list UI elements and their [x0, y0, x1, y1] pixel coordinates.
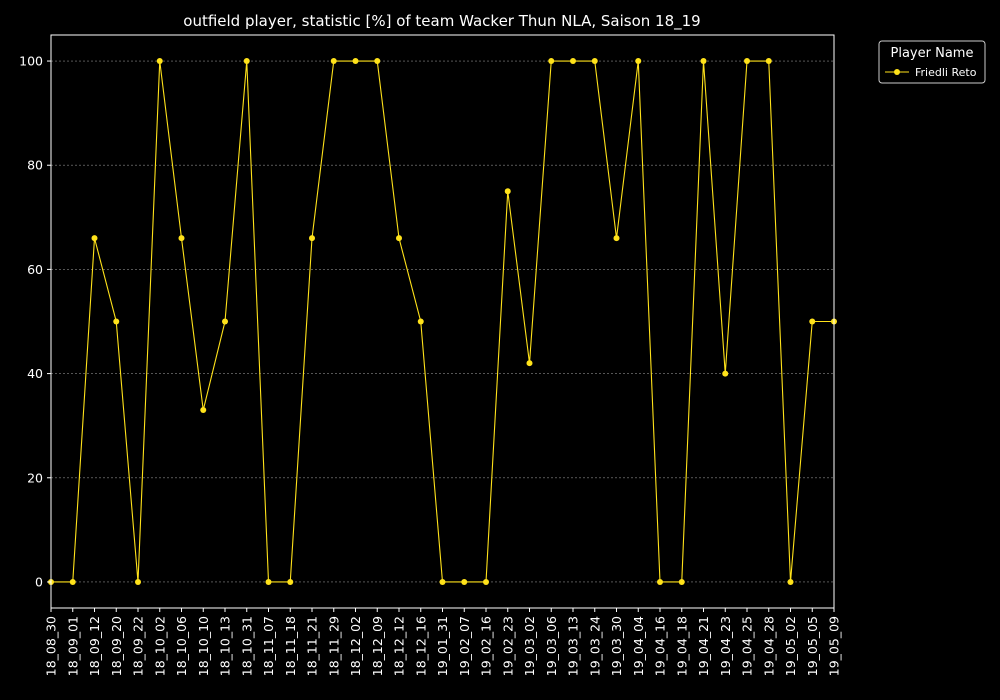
data-point [69, 578, 76, 585]
x-tick-label: 19_04_18 [674, 616, 689, 676]
x-tick-label: 18_11_18 [283, 616, 298, 676]
data-point [504, 188, 511, 195]
x-tick-label: 19_05_02 [783, 616, 798, 676]
x-tick-label: 19_04_23 [718, 616, 733, 676]
data-point [374, 58, 381, 65]
data-point [548, 58, 555, 65]
data-point [243, 58, 250, 65]
data-point [178, 235, 185, 242]
data-point [635, 58, 642, 65]
x-tick-label: 18_10_13 [218, 616, 233, 676]
x-tick-label: 18_12_02 [348, 616, 363, 676]
data-point [809, 318, 816, 325]
legend-title: Player Name [891, 46, 974, 61]
x-tick-label: 18_09_22 [131, 616, 146, 676]
x-tick-label: 18_10_31 [239, 616, 254, 676]
x-tick-label: 19_04_04 [631, 616, 646, 676]
data-point [657, 578, 663, 585]
x-tick-label: 19_04_25 [740, 616, 755, 676]
data-point [700, 58, 707, 65]
data-point [722, 370, 729, 377]
data-point [483, 578, 489, 585]
x-tick-label: 19_04_21 [696, 616, 711, 676]
series-layer [48, 58, 837, 585]
x-tick-label: 19_03_02 [522, 616, 537, 676]
x-tick-label: 19_03_30 [609, 616, 624, 676]
x-tick-label: 19_04_16 [653, 616, 668, 676]
x-tick-label: 18_08_30 [44, 616, 59, 676]
data-point [135, 578, 141, 585]
data-point [222, 318, 228, 325]
data-point [396, 235, 402, 242]
data-point [417, 318, 424, 325]
x-tick-label: 19_03_06 [544, 616, 559, 676]
y-axis: 0 20 40 60 80 100 [19, 54, 51, 589]
data-point [461, 578, 468, 585]
x-tick-label: 18_12_16 [413, 616, 428, 676]
x-tick-label: 18_11_29 [326, 616, 341, 676]
y-tick-label: 80 [27, 158, 43, 173]
x-tick-label: 19_02_07 [457, 616, 472, 676]
data-point [765, 58, 772, 65]
x-tick-label: 19_02_23 [500, 616, 515, 676]
data-point [744, 58, 750, 65]
data-point [287, 578, 294, 585]
data-point [265, 578, 272, 585]
y-tick-label: 40 [27, 366, 43, 381]
x-tick-label: 18_12_09 [370, 616, 385, 676]
x-tick-label: 19_03_24 [587, 616, 602, 676]
y-tick-label: 100 [19, 54, 43, 69]
x-tick-label: 19_05_05 [805, 616, 820, 676]
x-tick-label: 19_04_28 [761, 616, 776, 676]
chart-title: outfield player, statistic [%] of team W… [183, 12, 700, 31]
y-tick-label: 0 [35, 574, 43, 589]
data-point [526, 360, 533, 367]
data-point [591, 58, 598, 65]
x-tick-label: 18_09_12 [87, 616, 102, 676]
data-point [200, 407, 207, 414]
x-tick-label: 18_10_02 [152, 616, 167, 676]
data-point [678, 578, 685, 585]
x-tick-label: 18_11_07 [261, 616, 276, 676]
y-tick-label: 20 [27, 470, 43, 485]
x-tick-label: 19_03_13 [566, 616, 581, 676]
x-tick-label: 18_11_21 [305, 616, 320, 676]
x-tick-label: 18_10_06 [174, 616, 189, 676]
x-tick-label: 19_05_09 [827, 616, 842, 676]
x-axis: 18_08_30 18_09_01 18_09_12 18_09_20 18_09_22… [44, 608, 842, 676]
data-point [113, 318, 120, 325]
x-tick-label: 18_10_10 [196, 616, 211, 676]
legend-series-marker [894, 69, 900, 75]
x-tick-label: 19_01_31 [435, 616, 450, 676]
legend-series-label: Friedli Reto [915, 66, 977, 79]
x-tick-label: 19_02_16 [479, 616, 494, 676]
data-point [309, 235, 315, 242]
x-tick-label: 18_09_20 [109, 616, 124, 676]
data-point [91, 235, 98, 242]
data-point [439, 578, 446, 585]
y-tick-label: 60 [27, 262, 43, 277]
data-point [156, 58, 163, 65]
x-tick-label: 18_12_12 [392, 616, 407, 676]
data-point [570, 58, 576, 65]
data-point [787, 578, 794, 585]
data-point [613, 235, 620, 242]
data-point [352, 58, 359, 65]
x-tick-label: 18_09_01 [65, 616, 80, 676]
legend: Player Name Friedli Reto [878, 40, 986, 84]
data-point [330, 58, 337, 65]
